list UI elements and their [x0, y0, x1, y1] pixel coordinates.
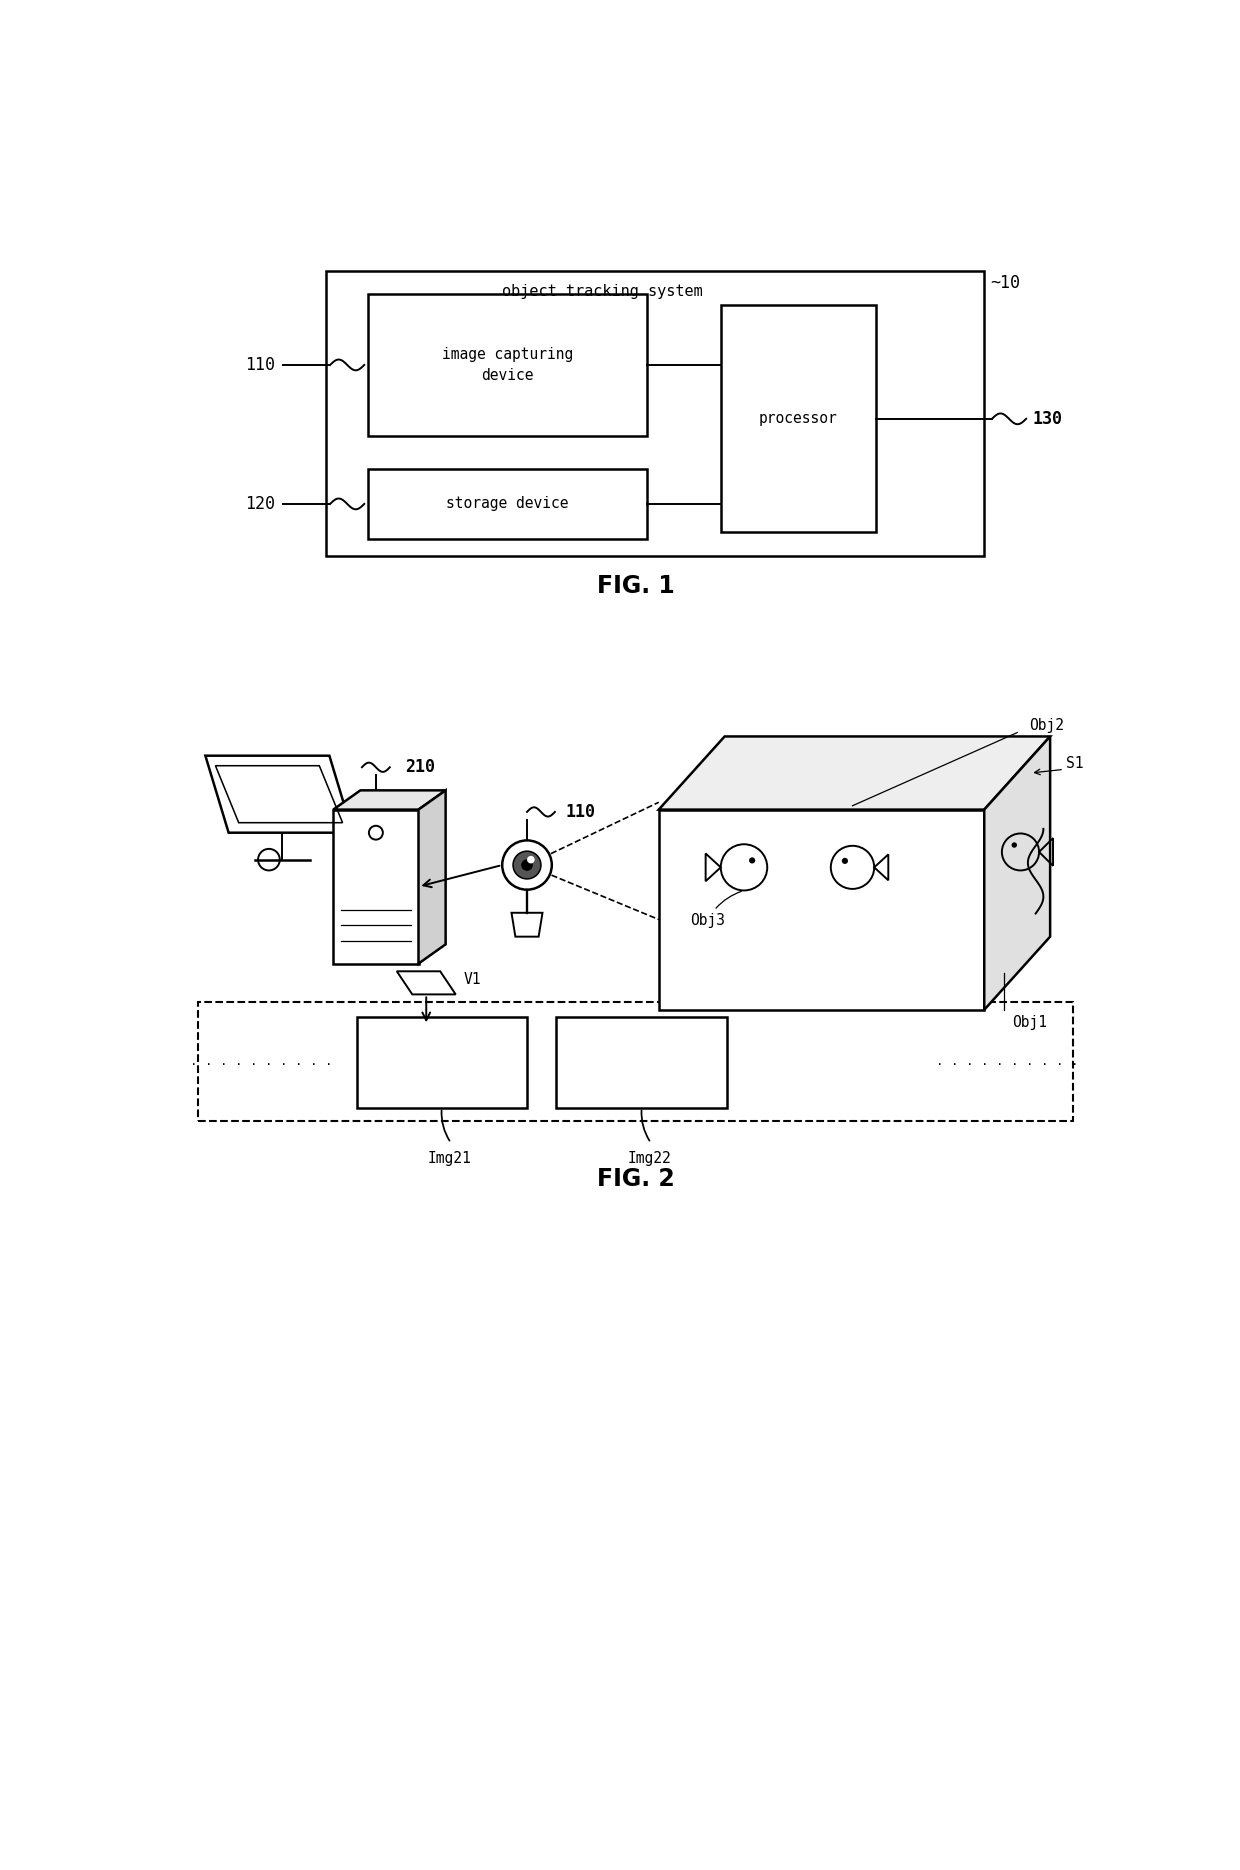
Circle shape: [522, 860, 532, 870]
Text: Img21: Img21: [428, 1150, 471, 1165]
Circle shape: [842, 858, 848, 864]
Circle shape: [528, 856, 534, 862]
FancyBboxPatch shape: [557, 1017, 727, 1107]
FancyBboxPatch shape: [325, 271, 985, 555]
Polygon shape: [985, 737, 1050, 1010]
Polygon shape: [397, 971, 456, 995]
Text: V1: V1: [464, 972, 481, 987]
Text: image capturing
device: image capturing device: [441, 348, 573, 383]
Text: storage device: storage device: [446, 496, 569, 511]
Text: S1: S1: [1065, 755, 1083, 770]
Text: . . . . . . . . . .: . . . . . . . . . .: [190, 1055, 332, 1068]
Polygon shape: [334, 810, 419, 963]
FancyBboxPatch shape: [368, 294, 647, 436]
Text: 210: 210: [405, 757, 435, 776]
FancyBboxPatch shape: [720, 305, 875, 533]
Text: processor: processor: [759, 411, 838, 426]
Text: Obj3: Obj3: [689, 892, 742, 928]
Text: 110: 110: [565, 802, 595, 821]
Text: 120: 120: [246, 496, 275, 512]
Text: 110: 110: [246, 355, 275, 374]
Polygon shape: [419, 791, 445, 963]
Text: FIG. 1: FIG. 1: [596, 574, 675, 598]
Text: . . . . . . . . . .: . . . . . . . . . .: [936, 1055, 1079, 1068]
Circle shape: [502, 840, 552, 890]
Text: Img22: Img22: [627, 1150, 671, 1165]
Text: ~10: ~10: [991, 275, 1021, 292]
Polygon shape: [658, 737, 1050, 810]
Text: object tracking system: object tracking system: [502, 284, 703, 299]
FancyBboxPatch shape: [368, 469, 647, 539]
Text: Obj1: Obj1: [1012, 1015, 1047, 1030]
Polygon shape: [511, 913, 543, 937]
FancyBboxPatch shape: [197, 1002, 1074, 1122]
Circle shape: [749, 856, 755, 864]
Circle shape: [1012, 842, 1017, 847]
Polygon shape: [334, 791, 445, 810]
Polygon shape: [658, 810, 985, 1010]
Polygon shape: [206, 755, 352, 832]
Circle shape: [513, 851, 541, 879]
Text: 130: 130: [1032, 410, 1063, 428]
Text: FIG. 2: FIG. 2: [596, 1167, 675, 1191]
Text: Obj2: Obj2: [1029, 718, 1064, 733]
FancyBboxPatch shape: [357, 1017, 527, 1107]
